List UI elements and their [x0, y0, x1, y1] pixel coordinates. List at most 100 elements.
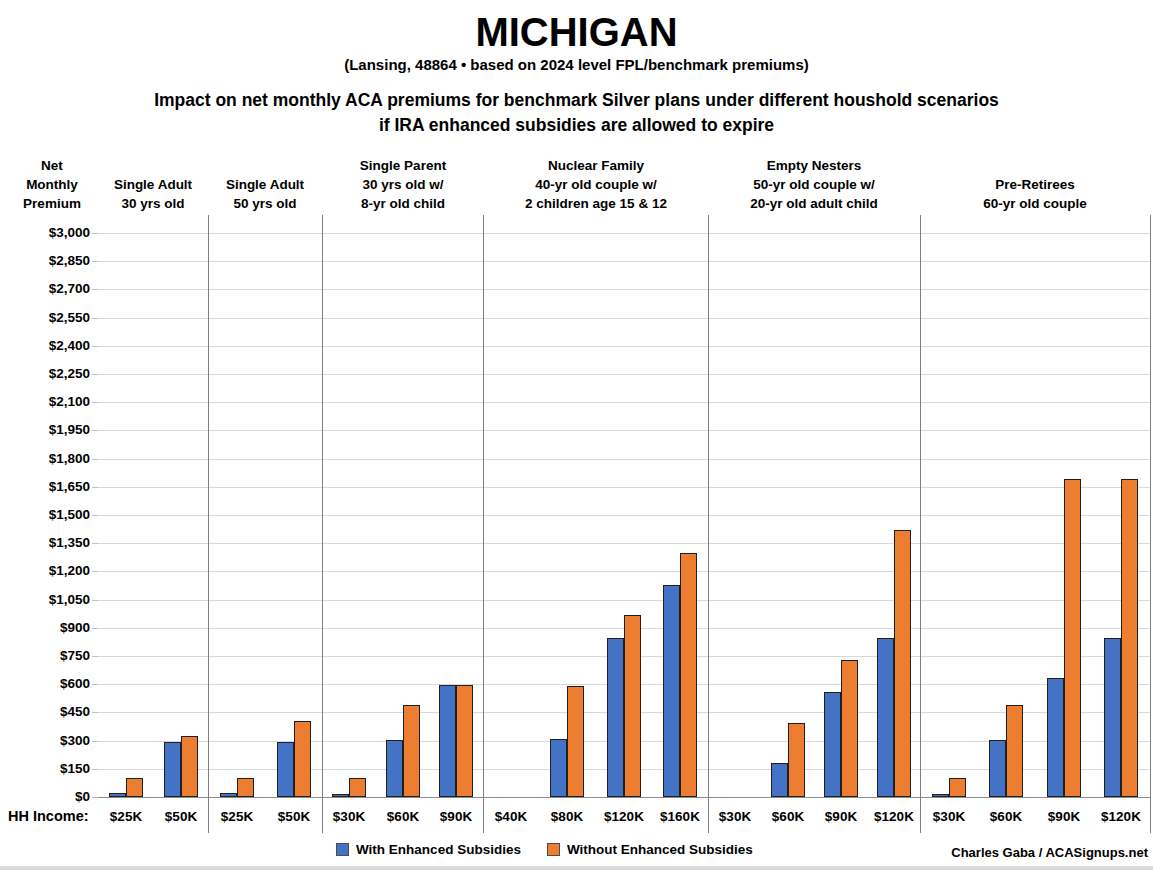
category-label: $120K: [1089, 807, 1153, 827]
y-tick-label: $2,100: [0, 393, 90, 411]
y-tick-mark: [92, 318, 98, 319]
panel-divider: [483, 215, 484, 833]
legend-item-without-subsidies: Without Enhanced Subsidies: [547, 842, 753, 857]
y-tick-label: $2,700: [0, 280, 90, 298]
panel-divider: [208, 215, 209, 833]
y-tick-mark: [92, 543, 98, 544]
credit-text: Charles Gaba / ACASignups.net: [951, 845, 1148, 860]
bar-without-subsidies: [349, 778, 366, 797]
y-tick-mark: [92, 346, 98, 347]
bar-with-subsidies: [824, 692, 841, 797]
bar-with-subsidies: [771, 763, 788, 797]
y-gridline: [98, 430, 1150, 431]
bar-with-subsidies: [332, 794, 349, 797]
y-tick-mark: [92, 741, 98, 742]
bar-without-subsidies: [181, 736, 198, 797]
panel-divider: [322, 215, 323, 833]
bar-without-subsidies: [788, 723, 805, 797]
bar-with-subsidies: [989, 740, 1006, 797]
legend-label-without-subsidies: Without Enhanced Subsidies: [567, 842, 753, 857]
category-label: $60K: [974, 807, 1038, 827]
bar-without-subsidies: [126, 778, 143, 797]
bar-without-subsidies: [624, 615, 641, 797]
y-tick-label: $0: [0, 788, 90, 806]
bar-with-subsidies: [439, 685, 456, 797]
panel-divider: [1150, 215, 1151, 833]
y-gridline: [98, 233, 1150, 234]
bar-without-subsidies: [1121, 479, 1138, 797]
group-header: Empty Nesters 50-yr old couple w/ 20-yr …: [699, 156, 929, 213]
y-tick-label: $1,500: [0, 506, 90, 524]
y-gridline: [98, 374, 1150, 375]
y-tick-mark: [92, 684, 98, 685]
category-label: $90K: [1032, 807, 1096, 827]
y-tick-label: $150: [0, 760, 90, 778]
bar-with-subsidies: [164, 742, 181, 797]
legend: With Enhanced Subsidies Without Enhanced…: [336, 842, 753, 857]
y-tick-mark: [92, 261, 98, 262]
page-title: MICHIGAN: [0, 10, 1153, 54]
category-label: $25K: [205, 807, 269, 827]
y-tick-mark: [92, 374, 98, 375]
bar-without-subsidies: [1064, 479, 1081, 797]
bar-with-subsidies: [932, 794, 949, 797]
y-tick-mark: [92, 797, 98, 798]
bar-without-subsidies: [841, 660, 858, 797]
y-gridline: [98, 797, 1150, 798]
bar-without-subsidies: [403, 705, 420, 797]
y-tick-mark: [92, 571, 98, 572]
group-header: Nuclear Family 40-yr old couple w/ 2 chi…: [481, 156, 711, 213]
y-gridline: [98, 571, 1150, 572]
y-tick-mark: [92, 712, 98, 713]
bar-with-subsidies: [386, 740, 403, 797]
y-gridline: [98, 402, 1150, 403]
y-tick-label: $2,250: [0, 365, 90, 383]
y-tick-label: $2,550: [0, 309, 90, 327]
y-tick-label: $1,350: [0, 534, 90, 552]
bottom-border-strip: [0, 866, 1153, 870]
bar-without-subsidies: [294, 721, 311, 797]
y-tick-label: $900: [0, 619, 90, 637]
y-tick-label: $1,800: [0, 450, 90, 468]
y-gridline: [98, 459, 1150, 460]
bar-with-subsidies: [109, 793, 126, 797]
y-tick-label: $1,050: [0, 591, 90, 609]
category-label: $40K: [479, 807, 543, 827]
hh-income-label: HH Income:: [8, 808, 89, 824]
bar-without-subsidies: [567, 686, 584, 797]
group-header: Pre-Retirees 60-yr old couple: [920, 175, 1150, 213]
y-gridline: [98, 515, 1150, 516]
y-tick-label: $300: [0, 732, 90, 750]
bar-without-subsidies: [1006, 705, 1023, 797]
bar-without-subsidies: [949, 778, 966, 797]
y-tick-label: $1,200: [0, 562, 90, 580]
y-gridline: [98, 261, 1150, 262]
y-gridline: [98, 600, 1150, 601]
y-tick-label: $3,000: [0, 224, 90, 242]
legend-item-with-subsidies: With Enhanced Subsidies: [336, 842, 521, 857]
bar-with-subsidies: [1047, 678, 1064, 797]
bar-without-subsidies: [456, 685, 473, 797]
y-tick-mark: [92, 600, 98, 601]
chart-subtitle: (Lansing, 48864 • based on 2024 level FP…: [0, 56, 1153, 73]
y-tick-mark: [92, 289, 98, 290]
y-gridline: [98, 543, 1150, 544]
y-tick-mark: [92, 769, 98, 770]
bar-with-subsidies: [607, 638, 624, 797]
bar-without-subsidies: [237, 778, 254, 797]
bar-with-subsidies: [277, 742, 294, 797]
category-label: $80K: [535, 807, 599, 827]
bar-without-subsidies: [894, 530, 911, 797]
y-tick-label: $450: [0, 703, 90, 721]
y-gridline: [98, 346, 1150, 347]
y-gridline: [98, 487, 1150, 488]
y-gridline: [98, 318, 1150, 319]
bar-with-subsidies: [220, 793, 237, 797]
legend-swatch-blue: [336, 843, 349, 856]
y-tick-mark: [92, 233, 98, 234]
panel-divider: [708, 215, 709, 833]
y-tick-mark: [92, 487, 98, 488]
aca-premium-chart: MICHIGAN (Lansing, 48864 • based on 2024…: [0, 0, 1153, 870]
y-tick-label: $1,650: [0, 478, 90, 496]
y-gridline: [98, 289, 1150, 290]
